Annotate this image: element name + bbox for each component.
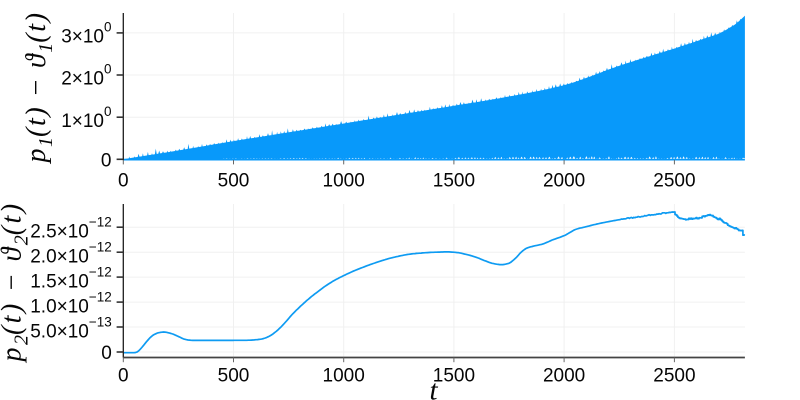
svg-text:p1(t) − ϑ1(t): p1(t) − ϑ1(t) — [21, 11, 57, 164]
svg-text:3×100: 3×100 — [61, 20, 111, 48]
svg-text:0: 0 — [101, 150, 112, 171]
svg-text:1500: 1500 — [433, 171, 475, 192]
svg-text:500: 500 — [218, 365, 250, 386]
svg-text:1000: 1000 — [323, 171, 365, 192]
svg-text:0: 0 — [101, 343, 112, 364]
svg-text:500: 500 — [218, 171, 250, 192]
svg-text:2.5×10−12: 2.5×10−12 — [30, 215, 112, 243]
svg-text:1.5×10−12: 1.5×10−12 — [30, 265, 112, 293]
svg-text:2500: 2500 — [653, 365, 695, 386]
svg-text:0: 0 — [118, 171, 129, 192]
svg-text:p2(t) − ϑ2(t): p2(t) − ϑ2(t) — [0, 202, 33, 364]
svg-text:t: t — [429, 375, 438, 400]
svg-text:2.0×10−12: 2.0×10−12 — [30, 240, 112, 268]
svg-text:2×100: 2×100 — [61, 62, 111, 90]
svg-text:1.0×10−12: 1.0×10−12 — [30, 289, 112, 317]
svg-text:2000: 2000 — [543, 365, 585, 386]
svg-text:2000: 2000 — [543, 171, 585, 192]
svg-text:1500: 1500 — [433, 365, 475, 386]
svg-text:1000: 1000 — [323, 365, 365, 386]
svg-text:0: 0 — [118, 365, 129, 386]
svg-text:5.0×10−13: 5.0×10−13 — [30, 314, 112, 342]
svg-text:2500: 2500 — [653, 171, 695, 192]
svg-text:1×100: 1×100 — [61, 104, 111, 132]
